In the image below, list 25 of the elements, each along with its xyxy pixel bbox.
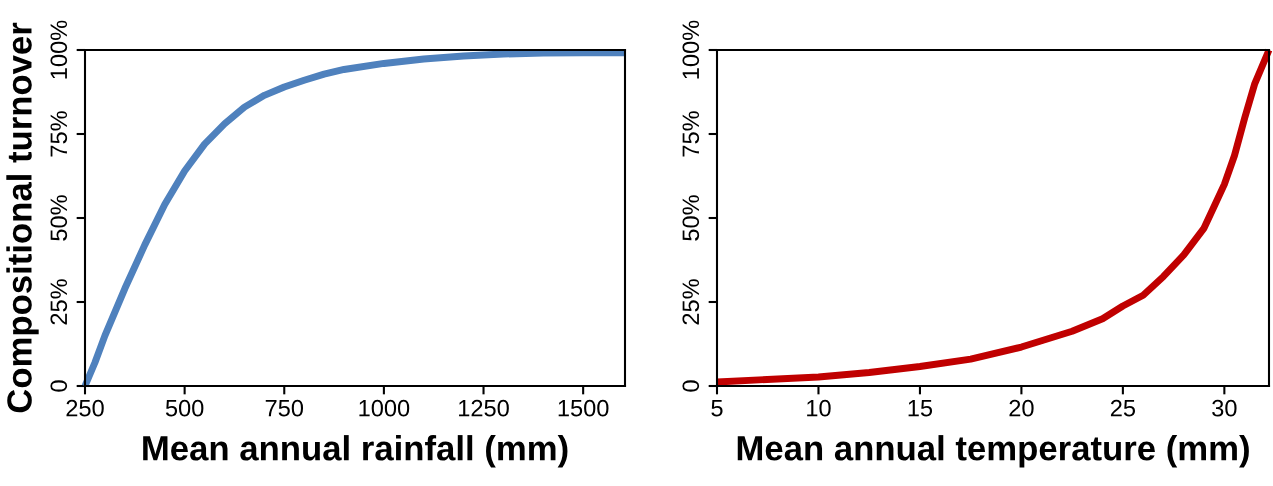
x-tick-label: 30 [1212,399,1237,417]
y-tick-label: 0 [682,380,700,392]
x-tick-label: 1250 [459,399,509,417]
y-tick-label: 50% [50,195,68,241]
x-tick-label: 250 [66,399,104,417]
x-tick-label: 25 [1110,399,1136,417]
x-tick-label: 500 [165,399,204,417]
x-tick-label: 1000 [359,399,410,417]
y-tick-label: 50% [682,195,700,241]
x-tick-label: 20 [1009,399,1034,417]
y-tick-label: 25% [50,279,68,325]
x-tick-label: 10 [807,399,831,417]
y-axis-title: Compositional turnover [6,22,39,413]
x-tick-label: 15 [908,400,933,417]
y-tick-label: 25% [682,279,700,325]
y-tick-label: 100% [682,20,700,79]
y-tick-label: 75% [50,111,68,157]
y-tick-label: 0 [50,380,68,392]
x-axis-title: Mean annual temperature (mm) [737,435,1249,468]
x-tick-label: 5 [711,400,723,417]
x-tick-label: 1500 [558,399,609,417]
x-tick-label: 750 [265,399,304,417]
y-tick-label: 100% [50,20,68,79]
y-tick-label: 75% [682,111,700,157]
x-axis-title: Mean annual rainfall (mm) [143,435,568,468]
